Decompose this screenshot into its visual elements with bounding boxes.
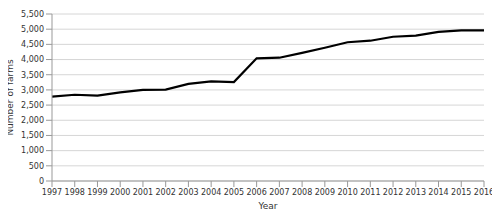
svg-text:0: 0 bbox=[39, 177, 44, 186]
svg-text:Number of farms: Number of farms bbox=[8, 59, 15, 136]
svg-text:500: 500 bbox=[29, 162, 44, 171]
svg-text:2009: 2009 bbox=[315, 188, 335, 197]
svg-text:4,500: 4,500 bbox=[21, 40, 44, 49]
svg-text:2010: 2010 bbox=[337, 188, 357, 197]
svg-text:2,000: 2,000 bbox=[21, 116, 44, 125]
svg-text:2016: 2016 bbox=[474, 188, 492, 197]
svg-text:2015: 2015 bbox=[451, 188, 471, 197]
svg-text:1999: 1999 bbox=[87, 188, 107, 197]
svg-text:1,000: 1,000 bbox=[21, 146, 44, 155]
svg-text:2000: 2000 bbox=[110, 188, 130, 197]
svg-text:2002: 2002 bbox=[156, 188, 176, 197]
svg-text:5,500: 5,500 bbox=[21, 10, 44, 19]
svg-text:2012: 2012 bbox=[383, 188, 403, 197]
svg-text:2005: 2005 bbox=[224, 188, 244, 197]
svg-text:Year: Year bbox=[257, 201, 277, 209]
svg-text:2008: 2008 bbox=[292, 188, 312, 197]
svg-text:5,000: 5,000 bbox=[21, 25, 44, 34]
svg-text:2,500: 2,500 bbox=[21, 101, 44, 110]
svg-text:1998: 1998 bbox=[65, 188, 85, 197]
svg-text:1997: 1997 bbox=[42, 188, 62, 197]
svg-text:3,000: 3,000 bbox=[21, 86, 44, 95]
svg-text:3,500: 3,500 bbox=[21, 71, 44, 80]
svg-text:1,500: 1,500 bbox=[21, 131, 44, 140]
svg-text:2007: 2007 bbox=[269, 188, 289, 197]
svg-text:2003: 2003 bbox=[178, 188, 198, 197]
svg-text:2013: 2013 bbox=[406, 188, 426, 197]
svg-text:2006: 2006 bbox=[246, 188, 266, 197]
svg-text:2011: 2011 bbox=[360, 188, 380, 197]
svg-text:4,000: 4,000 bbox=[21, 55, 44, 64]
svg-text:2001: 2001 bbox=[133, 188, 153, 197]
svg-text:2004: 2004 bbox=[201, 188, 221, 197]
svg-text:2014: 2014 bbox=[428, 188, 448, 197]
